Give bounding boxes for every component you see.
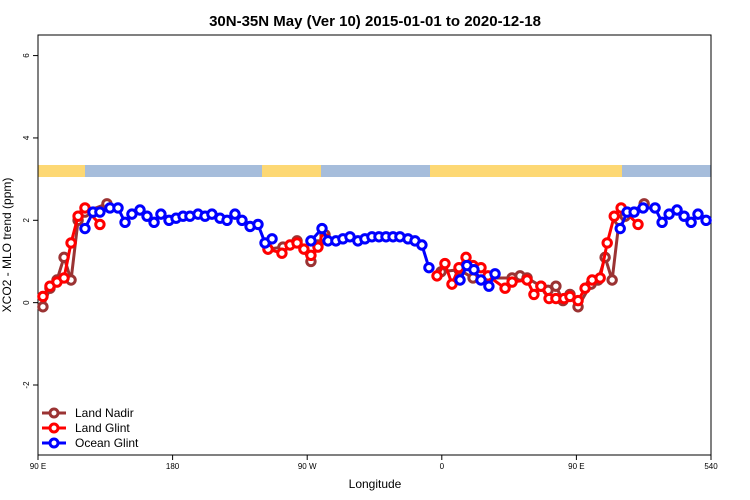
data-point (72, 210, 84, 222)
land-band (262, 165, 321, 177)
land-band (430, 165, 622, 177)
data-point (606, 274, 618, 286)
data-point (312, 241, 324, 253)
data-point (431, 270, 443, 282)
data-point (252, 218, 264, 231)
legend-label: Land Glint (75, 421, 130, 435)
data-point (700, 214, 712, 226)
x-tick-label: 540 (704, 462, 718, 471)
chart-title: 30N-35N May (Ver 10) 2015-01-01 to 2020-… (209, 13, 541, 30)
data-point (37, 290, 49, 303)
x-tick-label: 180 (166, 462, 180, 471)
data-point (678, 210, 690, 222)
data-point (608, 210, 620, 222)
data-point (594, 272, 606, 284)
data-point (134, 204, 146, 216)
data-point (454, 274, 466, 286)
data-point (316, 222, 328, 235)
legend-label: Land Nadir (75, 406, 134, 420)
data-point (550, 280, 562, 292)
y-tick-label: 0 (22, 300, 31, 305)
data-point (521, 274, 533, 286)
x-tick-label: 0 (440, 462, 445, 471)
data-point (528, 288, 540, 301)
data-point (298, 243, 310, 255)
data-point (601, 237, 613, 249)
data-point (535, 280, 547, 292)
data-point (579, 282, 591, 294)
data-point (468, 264, 480, 276)
data-point (475, 274, 487, 286)
data-point (499, 282, 511, 294)
data-point (685, 216, 697, 229)
land-band (38, 165, 85, 177)
data-point (141, 210, 153, 222)
data-point (632, 218, 644, 231)
data-point (506, 276, 518, 288)
y-axis-label: XCO2 - MLO trend (ppm) (0, 178, 14, 313)
data-point (489, 268, 501, 280)
legend-label: Ocean Glint (75, 436, 139, 450)
x-tick-label: 90 E (568, 462, 584, 471)
data-point (305, 235, 317, 247)
data-point (439, 257, 451, 270)
plot-frame (37, 34, 712, 456)
data-point (416, 239, 428, 251)
data-point (671, 204, 683, 216)
y-tick-label: 6 (22, 53, 31, 58)
data-point (692, 208, 704, 220)
data-point (572, 294, 584, 307)
data-point (483, 280, 495, 292)
x-axis-label: Longitude (349, 477, 402, 491)
data-point (58, 272, 70, 284)
x-tick-label: 90 W (298, 462, 317, 471)
y-tick-label: 2 (22, 218, 31, 223)
data-point (221, 214, 233, 226)
data-point (628, 206, 640, 218)
y-tick-label: -2 (22, 381, 31, 389)
data-point (305, 249, 317, 261)
data-point (266, 233, 278, 245)
data-point (148, 216, 160, 229)
data-point (637, 202, 649, 214)
data-point (614, 222, 626, 235)
data-point (291, 237, 303, 249)
data-point (37, 301, 49, 313)
data-point (79, 222, 91, 235)
x-tick-label: 90 E (30, 462, 46, 471)
data-point (423, 261, 435, 274)
data-point (276, 247, 288, 259)
data-point (656, 216, 668, 229)
data-point (649, 202, 661, 214)
data-point (236, 214, 248, 226)
data-point (229, 208, 241, 220)
legend-marker (48, 437, 60, 449)
legend-marker (48, 407, 60, 419)
data-point (65, 237, 77, 249)
land-ocean-strip (38, 165, 711, 177)
data-point (94, 218, 106, 231)
data-point (94, 206, 106, 218)
data-point (119, 216, 131, 229)
y-tick-label: 4 (22, 135, 31, 140)
data-point (112, 202, 124, 214)
legend-marker (48, 422, 60, 434)
data-point (155, 208, 167, 220)
